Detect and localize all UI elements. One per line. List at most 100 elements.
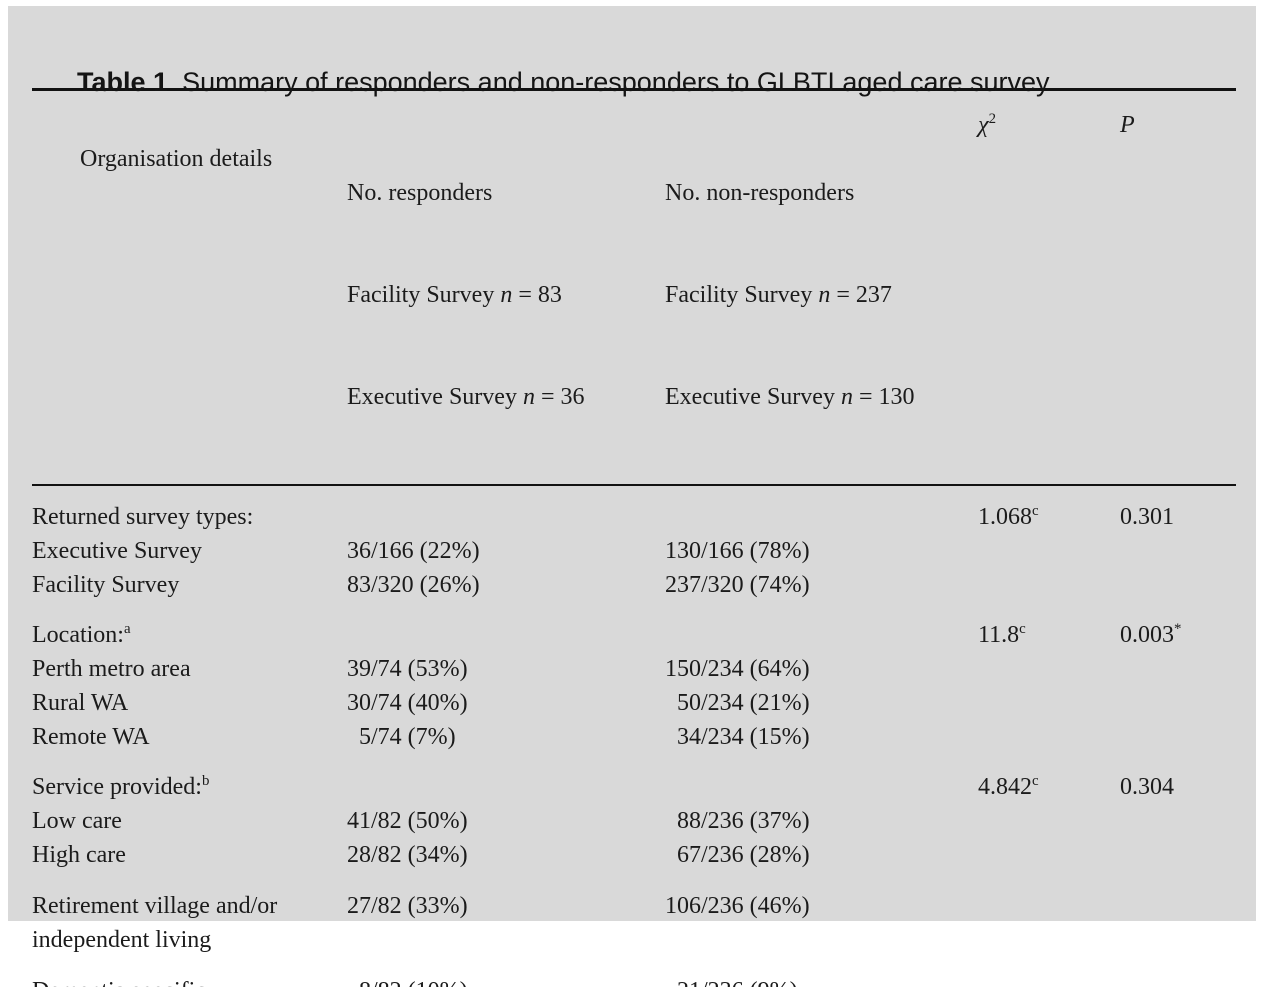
header-text: = 237 bbox=[830, 282, 892, 308]
cell-nonresponders bbox=[665, 500, 978, 534]
p-value: 0.304 bbox=[1120, 774, 1174, 800]
header-organisation-details: Organisation details bbox=[32, 108, 347, 482]
cell-responders: 36/166 (22%) bbox=[347, 538, 480, 564]
cell-label: High care bbox=[32, 838, 347, 872]
header-nonresponders-line2: Facility Survey n = 237 bbox=[665, 278, 978, 312]
cell-nonresponders: 50/234 (21%) bbox=[665, 690, 810, 716]
cell-nonresponders: 237/320 (74%) bbox=[665, 572, 810, 598]
header-text: Facility Survey bbox=[665, 282, 819, 308]
cell-label: Low care bbox=[32, 804, 347, 838]
cell-label: Rural WA bbox=[32, 686, 347, 720]
cell-label: Remote WA bbox=[32, 720, 347, 754]
table-row-location: Location:a 11.8c 0.003* bbox=[32, 618, 1236, 652]
cell-p bbox=[1120, 838, 1236, 872]
cell-p: 0.304 bbox=[1120, 770, 1236, 804]
table-row-perth-metro: Perth metro area 39/74 (53%) 150/234 (64… bbox=[32, 652, 1236, 686]
cell-nonresponders: 88/236 (37%) bbox=[665, 808, 810, 834]
cell-responders: 83/320 (26%) bbox=[347, 572, 480, 598]
cell-p bbox=[1120, 568, 1236, 602]
table-number: Table 1 bbox=[77, 67, 169, 97]
cell-chi2 bbox=[978, 568, 1120, 602]
table-caption: Summary of responders and non-responders… bbox=[182, 67, 1050, 97]
cell-label: Dementia specific bbox=[32, 974, 347, 987]
cell-p: 0.301 bbox=[1120, 500, 1236, 534]
cell-p bbox=[1120, 686, 1236, 720]
header-text: Facility Survey bbox=[347, 282, 501, 308]
table-row-executive-survey: Executive Survey 36/166 (22%) 130/166 (7… bbox=[32, 534, 1236, 568]
header-chi-squared: χ2 bbox=[978, 108, 1120, 482]
table-body: Returned survey types: 1.068c 0.301 Exec… bbox=[32, 486, 1256, 987]
cell-responders: 27/82 (33%) bbox=[347, 893, 468, 919]
chi-symbol: χ bbox=[978, 112, 989, 138]
table-header: Organisation details No. responders Faci… bbox=[32, 108, 1236, 482]
cell-label: Location:a bbox=[32, 618, 347, 652]
n-symbol: n bbox=[500, 282, 513, 308]
table-row-rural-wa: Rural WA 30/74 (40%) 50/234 (21%) bbox=[32, 686, 1236, 720]
row-label: Rural WA bbox=[32, 690, 129, 716]
cell-responders bbox=[347, 770, 665, 804]
cell-chi2 bbox=[978, 720, 1120, 754]
n-symbol: n bbox=[522, 384, 535, 410]
cell-label: Service provided:b bbox=[32, 770, 347, 804]
cell-chi2 bbox=[978, 804, 1120, 838]
cell-nonresponders: 150/234 (64%) bbox=[665, 656, 810, 682]
header-responders-line2: Facility Survey n = 83 bbox=[347, 278, 665, 312]
footnote-marker: c bbox=[1019, 621, 1026, 637]
cell-responders: 30/74 (40%) bbox=[347, 690, 468, 716]
header-text: = 130 bbox=[852, 384, 915, 410]
cell-nonresponders bbox=[665, 770, 978, 804]
cell-responders: 41/82 (50%) bbox=[347, 808, 468, 834]
header-text: Executive Survey bbox=[347, 384, 523, 410]
row-label: Dementia specific bbox=[32, 978, 206, 987]
table-row-remote-wa: Remote WA 5/74 (7%) 34/234 (15%) bbox=[32, 720, 1236, 754]
header-responders-line1: No. responders bbox=[347, 180, 493, 206]
table-row-service-provided: Service provided:b 4.842c 0.304 bbox=[32, 770, 1236, 804]
cell-nonresponders: 106/236 (46%) bbox=[665, 893, 810, 919]
cell-label: Perth metro area bbox=[32, 652, 347, 686]
cell-nonresponders: 34/234 (15%) bbox=[665, 724, 810, 750]
header-text: = 83 bbox=[512, 282, 562, 308]
header-responders-line3: Executive Survey n = 36 bbox=[347, 380, 665, 414]
header-p-value: P bbox=[1120, 108, 1236, 482]
cell-chi2: 1.068c bbox=[978, 500, 1120, 534]
footnote-marker: c bbox=[1032, 503, 1039, 519]
cell-p bbox=[1120, 889, 1236, 957]
p-symbol: P bbox=[1120, 112, 1135, 138]
cell-responders: 28/82 (34%) bbox=[347, 842, 468, 868]
row-label: Retirement village and/or independent li… bbox=[32, 893, 284, 953]
cell-responders bbox=[347, 618, 665, 652]
cell-chi2 bbox=[978, 686, 1120, 720]
footnote-marker: c bbox=[1032, 773, 1039, 789]
table-row-low-care: Low care 41/82 (50%) 88/236 (37%) bbox=[32, 804, 1236, 838]
cell-chi2 bbox=[978, 652, 1120, 686]
footnote-marker: a bbox=[123, 621, 131, 637]
header-label: Organisation details bbox=[80, 146, 273, 172]
rule-header bbox=[32, 484, 1236, 486]
cell-p bbox=[1120, 534, 1236, 568]
header-text: Executive Survey bbox=[665, 384, 841, 410]
header-nonresponders-line1: No. non-responders bbox=[665, 180, 855, 206]
cell-nonresponders: 21/236 (9%) bbox=[665, 974, 978, 987]
p-value: 0.003 bbox=[1120, 622, 1174, 648]
cell-label: Executive Survey bbox=[32, 534, 347, 568]
row-label: Location: bbox=[32, 622, 124, 648]
header-text: = 36 bbox=[534, 384, 585, 410]
row-label: Facility Survey bbox=[32, 572, 180, 598]
cell-p bbox=[1120, 720, 1236, 754]
row-label: Perth metro area bbox=[32, 656, 191, 682]
n-symbol: n bbox=[818, 282, 831, 308]
cell-label: Facility Survey bbox=[32, 568, 347, 602]
row-label: Executive Survey bbox=[32, 538, 202, 564]
row-label: Low care bbox=[32, 808, 122, 834]
row-label: Service provided: bbox=[32, 774, 202, 800]
cell-responders: 5/74 (7%) bbox=[347, 724, 456, 750]
chi2-value: 1.068 bbox=[978, 504, 1032, 530]
cell-chi2 bbox=[978, 534, 1120, 568]
table-title: Table 1 Summary of responders and non-res… bbox=[32, 28, 1256, 97]
significance-marker: * bbox=[1174, 621, 1182, 637]
cell-chi2 bbox=[978, 974, 1120, 987]
cell-nonresponders: 130/166 (78%) bbox=[665, 538, 810, 564]
table-row-retirement-village: Retirement village and/or independent li… bbox=[32, 889, 1236, 957]
row-label: Returned survey types: bbox=[32, 504, 254, 530]
footnote-marker: b bbox=[201, 773, 210, 789]
